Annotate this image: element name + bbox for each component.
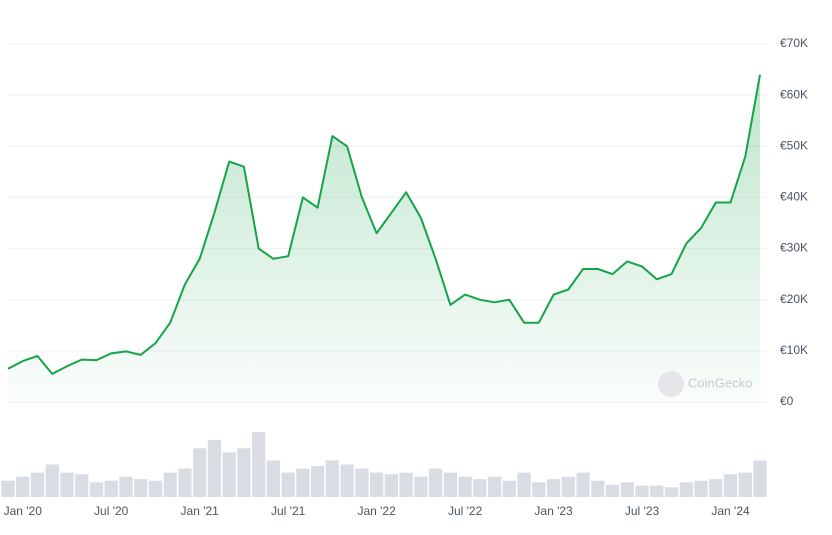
volume-bar: [502, 480, 516, 497]
volume-bar: [311, 466, 325, 497]
y-tick-label: €20K: [780, 292, 808, 306]
volume-bar: [16, 476, 30, 497]
y-tick-label: €0: [780, 394, 794, 408]
volume-bar: [605, 484, 620, 497]
volume-bar: [178, 468, 192, 497]
volume-bar: [148, 480, 163, 497]
volume-bar: [222, 452, 236, 497]
volume-bar: [252, 432, 266, 497]
volume-bar: [709, 479, 723, 497]
x-tick-label: Jul '22: [448, 504, 483, 518]
volume-bar: [664, 487, 679, 497]
volume-bar: [561, 476, 575, 497]
y-tick-label: €70K: [780, 36, 808, 50]
volume-bar: [163, 472, 177, 497]
volume-bar: [679, 482, 693, 497]
volume-bar: [384, 474, 399, 497]
y-tick-label: €10K: [780, 343, 808, 357]
volume-bar: [296, 468, 310, 497]
price-area: [8, 74, 760, 402]
volume-bar: [75, 474, 89, 497]
watermark-text: CoinGecko: [688, 375, 752, 390]
volume-bar: [694, 480, 708, 497]
volume-bar: [119, 476, 133, 497]
plot: €0 €10K €20K €30K €40K €50K €60K €70K Jan '20 Jul…: [1, 36, 808, 518]
volume-bar: [369, 472, 384, 497]
volume-bar: [650, 485, 664, 497]
x-tick-label: Jul '21: [271, 504, 306, 518]
x-tick-label: Jan '20: [4, 504, 43, 518]
volume-bar: [753, 460, 767, 497]
volume-bar: [723, 474, 738, 497]
price-line: [7, 74, 761, 375]
volume-bar: [591, 480, 605, 497]
x-tick-label: Jan '22: [357, 504, 396, 518]
volume-bar: [428, 468, 443, 497]
volume-bar: [60, 472, 74, 497]
volume-bar: [281, 472, 295, 497]
volume-bar: [517, 472, 531, 497]
volume-bar: [458, 476, 472, 497]
x-tick-label: Jan '24: [711, 504, 750, 518]
volume-bar: [207, 440, 222, 497]
volume-bar: [325, 460, 340, 497]
volume-bar: [104, 480, 118, 497]
volume-bar: [399, 472, 413, 497]
volume-bar: [340, 464, 354, 497]
volume-bar: [237, 448, 251, 497]
volume-bar: [45, 464, 59, 497]
volume-bar: [266, 460, 281, 497]
volume-bar: [487, 476, 502, 497]
volume-bar: [532, 482, 546, 497]
x-tick-label: Jul '23: [625, 504, 660, 518]
volume-bar: [443, 472, 457, 497]
volume-bar: [355, 468, 369, 497]
volume-bar: [89, 482, 104, 497]
watermark: CoinGecko: [658, 371, 752, 397]
watermark-logo: [658, 371, 684, 397]
y-tick-label: €30K: [780, 241, 808, 255]
volume-bar: [134, 479, 148, 497]
volume-bar: [576, 472, 590, 497]
x-tick-label: Jan '21: [181, 504, 220, 518]
volume-bar: [193, 448, 207, 497]
volume-bar: [620, 482, 634, 497]
y-tick-label: €50K: [780, 138, 808, 152]
x-tick-label: Jan '23: [534, 504, 573, 518]
y-tick-label: €60K: [780, 87, 808, 101]
volume-bar: [414, 476, 428, 497]
volume-bar: [473, 479, 487, 497]
y-tick-label: €40K: [780, 190, 808, 204]
volume-bar: [30, 472, 45, 497]
volume-bar: [546, 479, 561, 497]
volume-bar: [738, 472, 752, 497]
volume-bar: [1, 480, 15, 497]
volume-bar: [635, 485, 649, 497]
x-tick-label: Jul '20: [94, 504, 129, 518]
